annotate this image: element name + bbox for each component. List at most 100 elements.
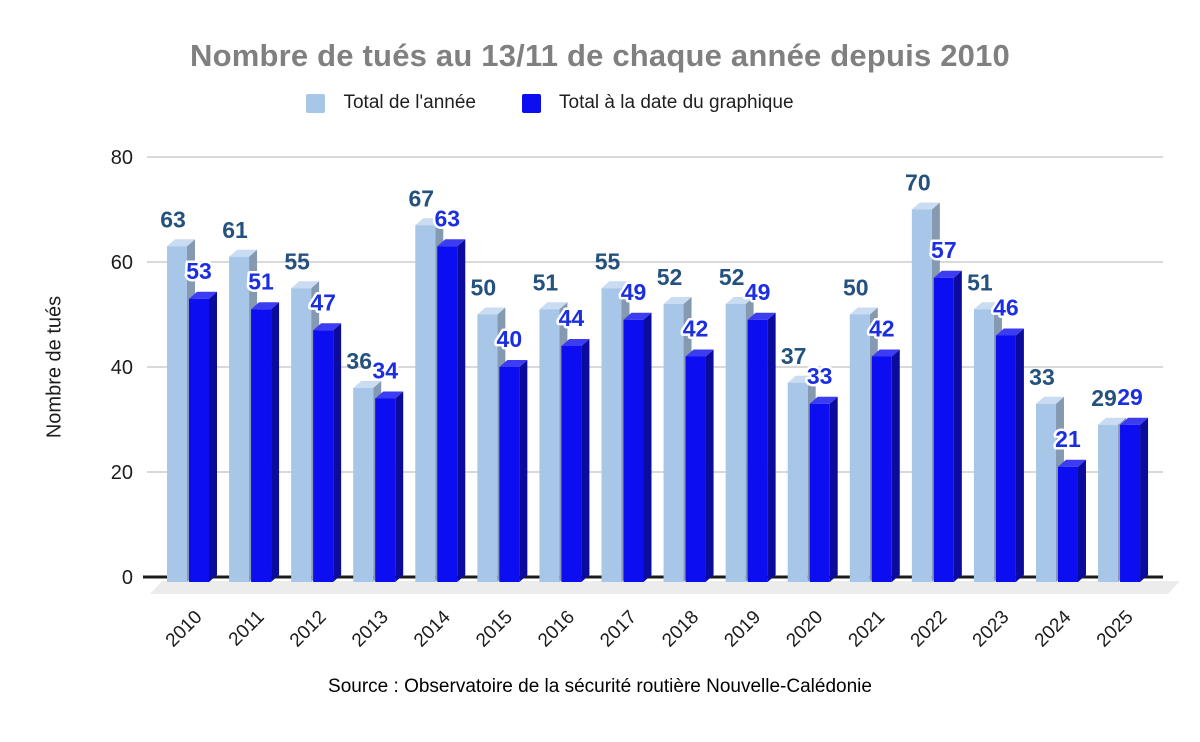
bar-dark-2016-side: [581, 339, 590, 582]
bar-light-2018: [663, 304, 684, 582]
chart-title: Nombre de tués au 13/11 de chaque année …: [190, 38, 1010, 73]
x-axis-label: 2025: [1093, 607, 1138, 652]
bar-dark-2020-side: [829, 396, 838, 582]
bar-light-2025: [1098, 424, 1119, 582]
bar-value-label-light: 36: [346, 348, 372, 374]
bar-dark-2023: [995, 335, 1016, 582]
bar-light-2023: [973, 309, 994, 582]
legend-item-total-date: Total à la date du graphique: [522, 92, 794, 114]
bar-value-label-light: 70: [905, 170, 931, 196]
bar-dark-2017-top: [623, 312, 652, 320]
bar-dark-2011-top: [251, 302, 280, 310]
bar-light-2025-top: [1098, 417, 1127, 425]
bar-light-2024: [1035, 403, 1056, 582]
bar-dark-2010: [189, 298, 209, 582]
bar-value-label-light: 61: [222, 217, 248, 243]
bar-dark-2018-side: [705, 349, 714, 582]
x-axis-label: 2012: [286, 607, 331, 652]
bar-dark-2021-top: [871, 349, 900, 357]
bar-light-2015: [477, 314, 498, 582]
source-caption: Source : Observatoire de la sécurité rou…: [328, 676, 872, 697]
bar-dark-2014: [437, 246, 458, 582]
bar-dark-2013-top: [375, 391, 404, 399]
bar-value-label-light: 37: [781, 343, 807, 369]
bar-light-2018-top: [663, 297, 692, 304]
bar-dark-2018-top: [685, 349, 714, 357]
bar-dark-2020: [809, 403, 830, 582]
bar-dark-2012-side: [333, 323, 342, 582]
bar-dark-2023-side: [1015, 328, 1024, 582]
bar-value-label-dark: 63: [434, 205, 460, 231]
x-axis-label: 2019: [720, 607, 765, 652]
bar-dark-2017: [623, 319, 644, 582]
bar-value-label-light: 55: [595, 248, 621, 274]
bar-dark-2021: [871, 356, 892, 582]
bar-value-label-dark: 57: [931, 237, 957, 263]
bar-light-2012-top: [291, 281, 320, 289]
bar-dark-2012-top: [313, 323, 342, 331]
bar-dark-2024-side: [1077, 459, 1086, 582]
x-axis-label: 2011: [225, 607, 269, 651]
y-axis-tick-label: 20: [111, 462, 133, 484]
chart-floor: [150, 581, 1180, 594]
bar-light-2022-top: [911, 202, 940, 210]
bar-light-2014-top: [415, 218, 444, 226]
bar-light-2015-top: [477, 307, 506, 315]
bar-light-2011-top: [229, 249, 258, 257]
bar-light-2021-top: [849, 307, 878, 315]
bar-dark-2022-side: [953, 270, 962, 582]
x-axis-label: 2014: [410, 606, 455, 651]
legend-swatch-light: [306, 93, 326, 113]
x-axis-label: 2010: [162, 607, 207, 652]
y-axis-tick-label: 40: [111, 357, 133, 379]
x-axis-label: 2024: [1031, 606, 1076, 651]
bar-dark-2010-top: [189, 291, 217, 299]
bar-value-label-dark: 29: [1117, 384, 1143, 410]
bar-dark-2022-top: [933, 270, 962, 278]
bar-light-2024-top: [1035, 396, 1064, 404]
bar-value-label-dark: 42: [683, 316, 709, 342]
bar-value-label-light: 67: [408, 185, 434, 211]
bar-light-2021: [849, 314, 870, 582]
bar-dark-2024: [1057, 466, 1078, 582]
legend-swatch-dark: [522, 93, 541, 113]
bar-dark-2019: [747, 319, 768, 582]
bar-value-label-dark: 47: [310, 289, 336, 315]
bar-value-label-light: 50: [843, 275, 869, 301]
bar-dark-2023-top: [995, 328, 1024, 336]
bar-value-label-dark: 49: [745, 279, 771, 305]
bar-light-2022: [911, 209, 932, 582]
bar-dark-2014-side: [457, 239, 466, 582]
bar-light-2016-top: [539, 302, 568, 310]
bar-light-2023-top: [973, 302, 1002, 310]
bar-dark-2017-side: [643, 312, 652, 582]
bar-dark-2012: [313, 330, 334, 582]
bar-value-label-light: 52: [719, 264, 745, 290]
bar-value-label-dark: 44: [559, 305, 585, 331]
bar-light-2010: [167, 246, 187, 582]
x-axis-label: 2023: [969, 607, 1014, 652]
bar-dark-2014-top: [437, 239, 466, 247]
bar-dark-2010-side: [209, 291, 217, 582]
legend: Total de l'année Total à la date du grap…: [0, 92, 1150, 114]
x-axis-label: 2016: [534, 607, 579, 652]
bar-dark-2013: [375, 398, 396, 582]
bar-value-label-dark: 34: [372, 358, 398, 384]
bar-value-label-light: 55: [284, 248, 310, 274]
bar-dark-2013-side: [395, 391, 404, 582]
bar-value-label-dark: 40: [497, 326, 523, 352]
legend-label: Total à la date du graphique: [559, 92, 794, 113]
bar-dark-2015-top: [499, 360, 528, 367]
bar-value-label-light: 51: [533, 269, 559, 295]
bar-light-2011: [229, 256, 250, 582]
bar-light-2019: [725, 304, 746, 582]
bar-light-2010-top: [167, 239, 195, 247]
bar-dark-2015: [499, 367, 520, 582]
legend-item-total-annee: Total de l'année: [306, 92, 476, 114]
bar-light-2012: [291, 288, 312, 582]
y-axis-tick-label: 0: [122, 567, 133, 589]
x-axis-label: 2017: [596, 607, 641, 652]
bar-light-2020-top: [787, 375, 816, 383]
